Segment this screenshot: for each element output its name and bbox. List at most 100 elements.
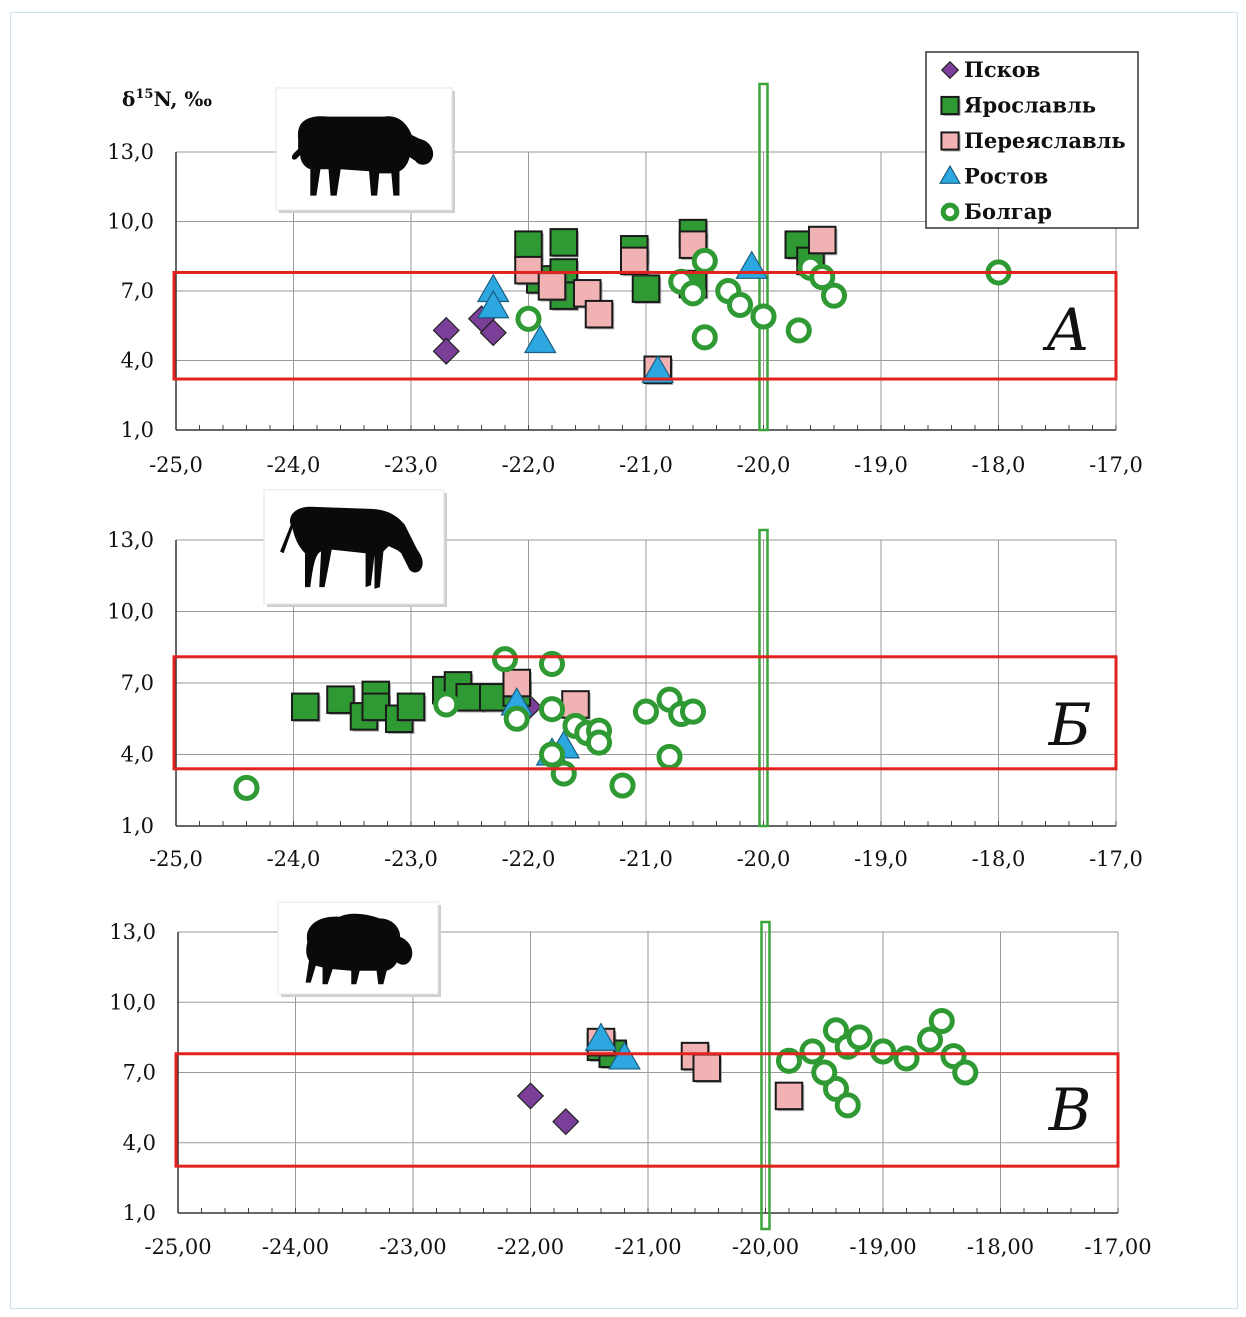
point-bolgar xyxy=(846,1024,873,1051)
x-tick-label: -21,0 xyxy=(619,847,673,871)
x-tick-label: -18,0 xyxy=(972,453,1026,477)
y-tick-label: 10,0 xyxy=(107,600,154,624)
x-tick-label: -22,0 xyxy=(502,847,556,871)
reference-line xyxy=(760,920,771,1231)
x-tick-label: -21,00 xyxy=(614,1235,681,1259)
point-bolgar xyxy=(916,1026,944,1053)
point-bolgar xyxy=(811,1059,838,1086)
highlight-box xyxy=(174,1052,1120,1168)
highlight-box xyxy=(172,655,1118,771)
y-tick-label: 10,0 xyxy=(109,990,156,1014)
point-bolgar xyxy=(609,772,636,799)
point-bolgar xyxy=(691,247,718,274)
point-bolgar xyxy=(952,1059,979,1086)
sheep-icon xyxy=(277,901,441,997)
point-bolgar xyxy=(503,705,530,732)
point-bolgar xyxy=(656,743,683,770)
point-rostov xyxy=(608,1041,641,1070)
x-tick-label: -24,0 xyxy=(267,847,321,871)
point-bolgar xyxy=(538,650,566,677)
point-bolgar xyxy=(799,1038,826,1065)
reference-line xyxy=(758,82,769,432)
point-pskov xyxy=(432,337,460,365)
x-tick-label: -19,00 xyxy=(849,1235,916,1259)
x-tick-label: -19,0 xyxy=(854,847,908,871)
legend-label: Болгар xyxy=(964,199,1052,224)
point-pereyaslavl xyxy=(807,225,838,256)
y-tick-label: 13,0 xyxy=(107,140,154,164)
legend-marker-rostov xyxy=(939,164,961,184)
y-tick-label: 10,0 xyxy=(107,210,154,234)
point-bolgar xyxy=(491,646,519,673)
legend: Псков Ярославль Переяславль Ростов Болгар xyxy=(925,51,1139,229)
point-pereyaslavl xyxy=(584,299,615,330)
legend-marker-bolgar xyxy=(940,202,960,222)
legend-label: Псков xyxy=(964,57,1040,82)
x-tick-label: -22,00 xyxy=(497,1235,564,1259)
point-bolgar xyxy=(869,1038,897,1065)
cow-icon xyxy=(275,87,455,213)
point-pskov xyxy=(552,1108,580,1136)
point-pereyaslavl xyxy=(678,230,709,260)
legend-item-yaroslavl: Ярославль xyxy=(940,93,1096,118)
point-bolgar xyxy=(775,1047,803,1074)
x-tick-label: -19,0 xyxy=(854,453,908,477)
y-tick-label: 4,0 xyxy=(121,743,154,767)
panel-2: -25,0 -24,0 -23,0 -22,0 -21,0 -20,0 -19,0 -18,0… xyxy=(107,489,1143,871)
y-tick-label: 1,0 xyxy=(123,1201,156,1225)
x-tick-label: -20,0 xyxy=(737,847,791,871)
data-points xyxy=(432,218,1012,386)
x-tick-label: -25,0 xyxy=(149,847,203,871)
y-tick-label: 13,0 xyxy=(107,528,154,552)
point-bolgar xyxy=(538,741,566,768)
y-tick-label: 7,0 xyxy=(123,1061,156,1085)
x-tick-label: -17,0 xyxy=(1089,847,1143,871)
y-tick-label: 1,0 xyxy=(121,814,154,838)
point-pskov xyxy=(479,319,507,347)
point-rostov xyxy=(476,289,510,319)
legend-label: Ярославль xyxy=(964,93,1096,118)
y-tick-label: 4,0 xyxy=(123,1131,156,1155)
x-tick-label: -17,0 xyxy=(1089,453,1143,477)
point-yaroslavl xyxy=(290,692,321,723)
y-tick-label: 13,0 xyxy=(109,920,156,944)
point-bolgar xyxy=(679,698,707,725)
x-tick-label: -24,0 xyxy=(267,453,321,477)
point-bolgar xyxy=(893,1045,920,1072)
panel-3: -25,00 -24,00 -23,00 -22,00 -21,00 -20,00 -19,… xyxy=(109,901,1152,1259)
x-tick-label: -20,0 xyxy=(737,453,791,477)
point-bolgar xyxy=(233,774,260,801)
point-bolgar xyxy=(834,1092,861,1119)
legend-label: Ростов xyxy=(964,164,1048,189)
x-tick-label: -23,00 xyxy=(379,1235,446,1259)
point-yaroslavl xyxy=(514,230,544,260)
y-tick-label: 1,0 xyxy=(121,418,154,442)
point-rostov xyxy=(641,354,675,384)
x-tick-label: -24,00 xyxy=(262,1235,329,1259)
y-axis-label: δ15N, ‰ xyxy=(122,87,212,111)
point-bolgar xyxy=(785,317,812,344)
point-yaroslavl xyxy=(396,692,427,723)
legend-label: Переяславль xyxy=(964,128,1126,153)
point-bolgar xyxy=(550,760,577,787)
point-bolgar xyxy=(433,691,460,718)
legend-item-bolgar: Болгар xyxy=(940,199,1052,224)
x-tick-label: -25,0 xyxy=(149,453,203,477)
point-bolgar xyxy=(726,291,754,318)
point-rostov xyxy=(735,250,769,279)
point-pereyaslavl xyxy=(774,1081,805,1112)
y-tick-label: 7,0 xyxy=(121,671,154,695)
point-bolgar xyxy=(691,324,718,351)
point-pereyaslavl xyxy=(692,1053,723,1084)
y-tick-label: 4,0 xyxy=(121,349,154,373)
legend-item-pskov: Псков xyxy=(940,57,1040,82)
point-pereyaslavl xyxy=(537,272,568,302)
horse-icon xyxy=(263,489,447,607)
reference-line xyxy=(758,528,769,828)
point-bolgar xyxy=(928,1007,955,1035)
data-points xyxy=(233,646,707,801)
point-yaroslavl xyxy=(549,228,580,258)
x-tick-label: -17,00 xyxy=(1084,1235,1151,1259)
panel-label: В xyxy=(1048,1076,1092,1144)
point-bolgar xyxy=(679,280,707,307)
